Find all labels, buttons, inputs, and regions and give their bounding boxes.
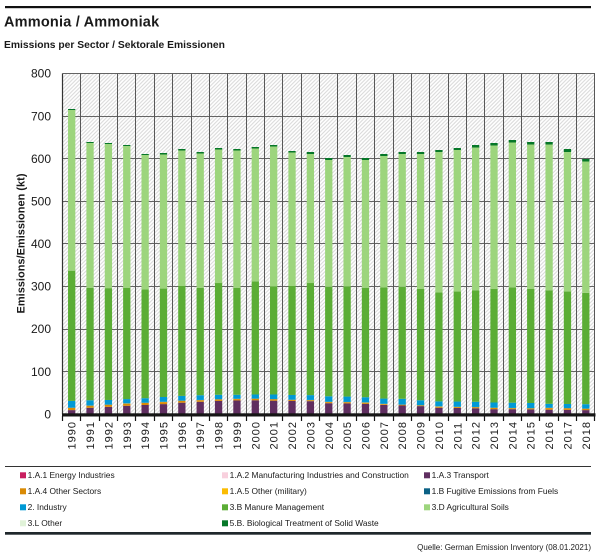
svg-text:1.B Fugitive Emissions from Fu: 1.B Fugitive Emissions from Fuels bbox=[432, 486, 559, 496]
svg-text:2013: 2013 bbox=[489, 421, 501, 449]
svg-text:1.A.3 Transport: 1.A.3 Transport bbox=[432, 470, 490, 480]
svg-text:400: 400 bbox=[31, 237, 51, 251]
svg-text:2016: 2016 bbox=[544, 421, 556, 449]
svg-text:Ammonia / Ammoniak: Ammonia / Ammoniak bbox=[4, 15, 160, 31]
svg-text:2014: 2014 bbox=[507, 421, 519, 449]
svg-text:2003: 2003 bbox=[305, 421, 317, 449]
svg-text:2001: 2001 bbox=[269, 421, 281, 449]
svg-text:1996: 1996 bbox=[177, 421, 189, 449]
svg-text:2008: 2008 bbox=[397, 421, 409, 449]
svg-text:500: 500 bbox=[31, 194, 51, 208]
svg-text:1999: 1999 bbox=[232, 421, 244, 449]
svg-text:800: 800 bbox=[31, 67, 51, 81]
svg-text:0: 0 bbox=[44, 407, 51, 421]
svg-text:Emissions/Emissionen (kt): Emissions/Emissionen (kt) bbox=[16, 173, 28, 313]
svg-text:2009: 2009 bbox=[416, 421, 428, 449]
svg-text:1998: 1998 bbox=[214, 421, 226, 449]
svg-text:3.B Manure Management: 3.B Manure Management bbox=[230, 502, 325, 512]
svg-text:2005: 2005 bbox=[342, 421, 354, 449]
svg-text:2007: 2007 bbox=[379, 421, 391, 449]
svg-text:600: 600 bbox=[31, 152, 51, 166]
svg-text:2. Industry: 2. Industry bbox=[28, 502, 68, 512]
svg-text:2017: 2017 bbox=[562, 421, 574, 449]
svg-text:200: 200 bbox=[31, 322, 51, 336]
svg-text:2004: 2004 bbox=[324, 421, 336, 449]
svg-text:2012: 2012 bbox=[471, 421, 483, 449]
svg-text:300: 300 bbox=[31, 280, 51, 294]
svg-text:1994: 1994 bbox=[140, 421, 152, 449]
svg-text:1.A.1 Energy Industries: 1.A.1 Energy Industries bbox=[28, 470, 115, 480]
svg-text:2006: 2006 bbox=[360, 421, 372, 449]
svg-text:3.D Agricultural Soils: 3.D Agricultural Soils bbox=[432, 502, 509, 512]
svg-text:700: 700 bbox=[31, 109, 51, 123]
svg-text:5.B. Biological Treatment of S: 5.B. Biological Treatment of Solid Waste bbox=[230, 518, 379, 528]
svg-text:1.A.5 Other (military): 1.A.5 Other (military) bbox=[230, 486, 307, 496]
svg-text:100: 100 bbox=[31, 365, 51, 379]
svg-text:Emissions per Sector / Sektora: Emissions per Sector / Sektorale Emissio… bbox=[4, 40, 225, 51]
svg-text:1993: 1993 bbox=[122, 421, 134, 449]
svg-text:1990: 1990 bbox=[67, 421, 79, 449]
svg-text:1.A.4 Other Sectors: 1.A.4 Other Sectors bbox=[28, 486, 102, 496]
svg-text:2015: 2015 bbox=[526, 421, 538, 449]
svg-text:3.L Other: 3.L Other bbox=[28, 518, 63, 528]
svg-text:Quelle: German Emission Invent: Quelle: German Emission Inventory (08.01… bbox=[417, 543, 591, 552]
svg-text:1.A.2 Manufacturing Industries: 1.A.2 Manufacturing Industries and Const… bbox=[230, 470, 410, 480]
svg-text:2010: 2010 bbox=[434, 421, 446, 449]
svg-text:2002: 2002 bbox=[287, 421, 299, 449]
svg-text:2011: 2011 bbox=[452, 422, 464, 450]
svg-text:1997: 1997 bbox=[195, 421, 207, 449]
svg-text:2000: 2000 bbox=[250, 421, 262, 449]
svg-text:1995: 1995 bbox=[158, 421, 170, 449]
svg-text:1992: 1992 bbox=[103, 421, 115, 449]
svg-text:2018: 2018 bbox=[581, 421, 593, 449]
svg-text:1991: 1991 bbox=[85, 421, 97, 449]
